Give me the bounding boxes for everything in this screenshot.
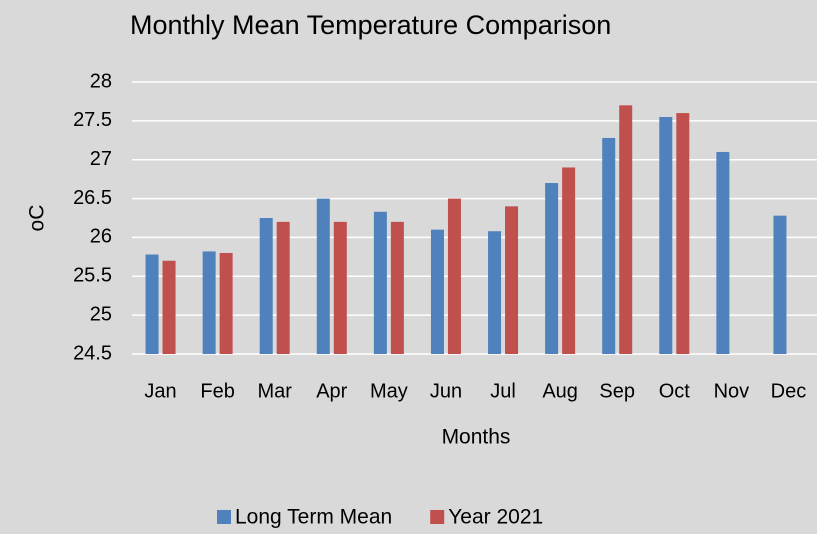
legend-swatch xyxy=(430,510,445,524)
x-tick-label: Mar xyxy=(257,380,292,402)
bar xyxy=(145,254,159,354)
x-tick-label: Jan xyxy=(144,380,176,402)
bar xyxy=(219,252,233,354)
y-tick-label: 24.5 xyxy=(73,342,112,364)
y-tick-label: 27 xyxy=(90,148,112,170)
bar xyxy=(659,116,673,354)
x-tick-label: May xyxy=(370,380,408,402)
bar xyxy=(773,215,787,354)
bar xyxy=(505,206,519,354)
bar xyxy=(316,198,330,354)
x-tick-label: Jul xyxy=(490,380,516,402)
y-tick-label: 26 xyxy=(90,226,112,248)
y-tick-label: 26.5 xyxy=(73,187,112,209)
bar xyxy=(333,221,347,354)
x-tick-label: Jun xyxy=(430,380,462,402)
y-tick-label: 25 xyxy=(90,303,112,325)
x-tick-label: Apr xyxy=(316,380,347,402)
bar xyxy=(430,229,444,354)
bar xyxy=(447,198,461,354)
y-tick-label: 27.5 xyxy=(73,109,112,131)
bar xyxy=(619,105,633,354)
x-tick-label: Feb xyxy=(200,380,234,402)
bar xyxy=(202,251,216,354)
bar xyxy=(602,137,616,354)
bar xyxy=(259,218,273,354)
bar xyxy=(390,221,404,354)
bar xyxy=(162,260,176,354)
y-tick-label: 25.5 xyxy=(73,265,112,287)
y-axis-label: oC xyxy=(26,205,49,232)
bar xyxy=(488,231,502,354)
x-tick-label: Dec xyxy=(771,380,807,402)
y-tick-label: 28 xyxy=(90,70,112,92)
x-axis-label: Months xyxy=(442,426,511,449)
bar xyxy=(716,151,730,354)
legend-label: Long Term Mean xyxy=(235,506,392,529)
legend-label: Year 2021 xyxy=(448,506,543,529)
x-tick-label: Nov xyxy=(714,380,750,402)
chart-title: Monthly Mean Temperature Comparison xyxy=(130,10,611,40)
bar xyxy=(545,183,559,354)
bar xyxy=(676,113,690,354)
legend-swatch xyxy=(217,510,231,524)
x-tick-label: Aug xyxy=(542,380,578,402)
x-tick-label: Sep xyxy=(599,380,635,402)
bar xyxy=(373,211,387,354)
bar xyxy=(562,167,576,354)
x-tick-label: Oct xyxy=(659,380,691,402)
bar xyxy=(276,221,290,354)
